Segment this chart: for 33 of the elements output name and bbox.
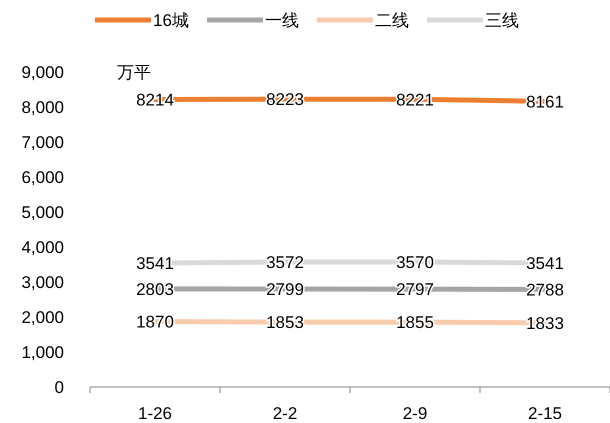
x-tick-label: 2-15 xyxy=(528,404,562,423)
y-tick-label: 2,000 xyxy=(21,308,64,327)
data-label: 1853 xyxy=(266,313,304,332)
data-label: 1870 xyxy=(136,312,174,332)
legend-label: 三线 xyxy=(484,11,519,30)
data-label: 1833 xyxy=(526,314,564,333)
x-tick-label: 2-2 xyxy=(272,404,298,423)
data-label: 3570 xyxy=(396,253,434,272)
legend-label: 一线 xyxy=(264,11,299,30)
data-label: 1855 xyxy=(396,313,434,332)
legend-label: 二线 xyxy=(374,11,409,30)
y-tick-label: 9,000 xyxy=(21,63,64,82)
data-label: 2799 xyxy=(266,280,304,300)
y-tick-label: 7,000 xyxy=(21,133,64,152)
data-label: 2803 xyxy=(136,280,174,299)
y-tick-label: 4,000 xyxy=(21,238,64,257)
y-axis-title: 万平 xyxy=(117,63,151,82)
data-label: 3572 xyxy=(266,252,304,272)
y-tick-label: 1,000 xyxy=(21,343,64,362)
y-tick-label: 8,000 xyxy=(21,98,64,117)
data-label: 3541 xyxy=(526,254,564,274)
y-tick-label: 3,000 xyxy=(21,273,64,292)
data-label: 2788 xyxy=(526,280,564,300)
y-tick-label: 0 xyxy=(54,378,64,397)
legend-label: 16城 xyxy=(153,11,189,30)
y-tick-label: 6,000 xyxy=(21,168,64,187)
x-tick-label: 1-26 xyxy=(138,404,172,423)
data-label: 8161 xyxy=(526,92,564,112)
y-tick-label: 5,000 xyxy=(21,203,64,222)
data-label: 2797 xyxy=(396,280,434,300)
data-label: 3541 xyxy=(136,254,174,274)
data-label: 8214 xyxy=(136,90,174,110)
x-tick-label: 2-9 xyxy=(402,404,428,423)
